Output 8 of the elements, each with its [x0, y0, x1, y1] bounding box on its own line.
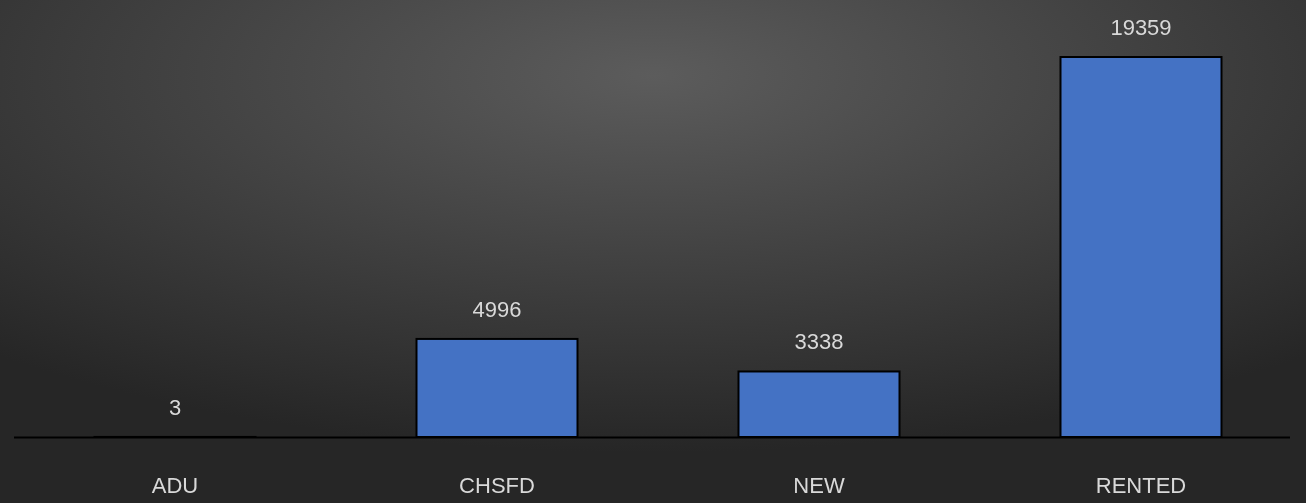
- data-label: 3338: [794, 329, 844, 355]
- x-tick-label: RENTED: [1095, 473, 1187, 498]
- x-tick-label: ADU: [151, 473, 199, 498]
- data-label: 3: [168, 394, 182, 420]
- x-tick-label: NEW: [793, 473, 845, 498]
- data-label: 4996: [472, 296, 522, 322]
- data-label: 19359: [1110, 15, 1172, 40]
- x-tick-label: CHSFD: [459, 473, 535, 498]
